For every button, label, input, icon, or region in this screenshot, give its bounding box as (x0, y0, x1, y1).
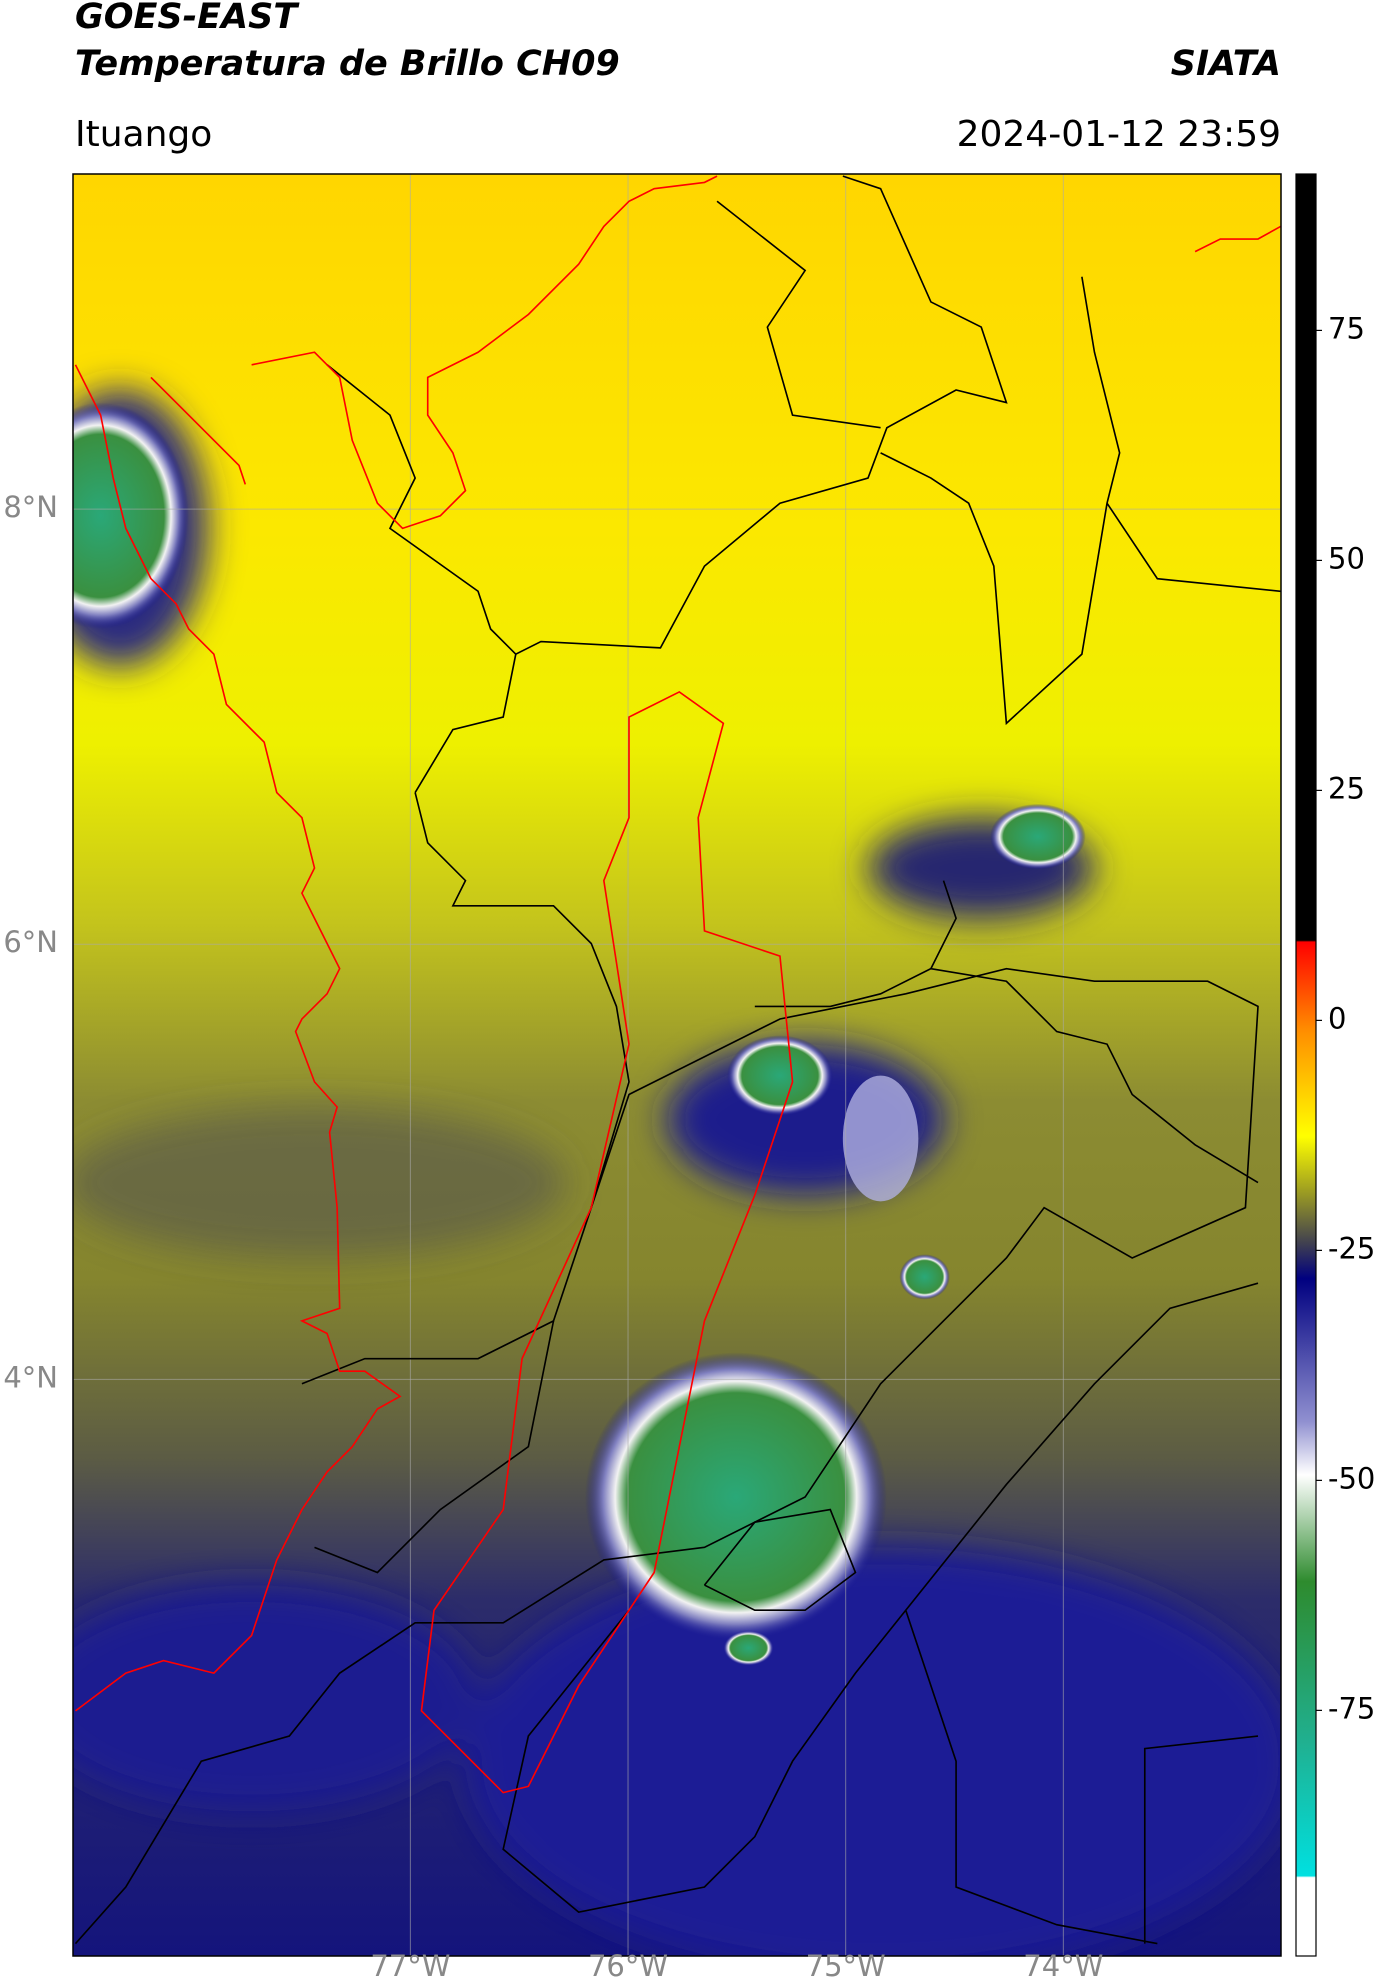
colorbar-tick-label: 50 (1328, 541, 1365, 575)
cloud-layer (73, 390, 1281, 1956)
colorbar-tick-label: -25 (1328, 1231, 1375, 1265)
subtitle: Temperatura de Brillo CH09 (75, 44, 620, 84)
location: Ituango (75, 114, 212, 155)
colorbar-tick-label: 0 (1328, 1001, 1346, 1035)
colorbar-tick-label: -75 (1328, 1691, 1375, 1725)
source: SIATA (1171, 44, 1281, 84)
lon-tick-label: 74°W (1023, 1949, 1103, 1981)
borders (74, 175, 1281, 1945)
colorbar (1295, 173, 1317, 1957)
lon-tick-label: 75°W (806, 1949, 886, 1981)
colorbar-tick-label: 25 (1328, 771, 1365, 805)
title: GOES-EAST (75, 0, 300, 37)
lon-tick-label: 77°W (370, 1949, 450, 1981)
colorbar-tick-label: 75 (1328, 311, 1365, 345)
timestamp: 2024-01-12 23:59 (957, 114, 1281, 155)
colorbar-tick-label: -50 (1328, 1461, 1375, 1495)
map-frame (72, 173, 1282, 1957)
lat-tick-label: 6°N (3, 925, 58, 959)
lon-tick-label: 76°W (588, 1949, 668, 1981)
lat-tick-label: 4°N (3, 1360, 58, 1394)
lat-tick-label: 8°N (3, 490, 58, 524)
map (73, 174, 1281, 1956)
